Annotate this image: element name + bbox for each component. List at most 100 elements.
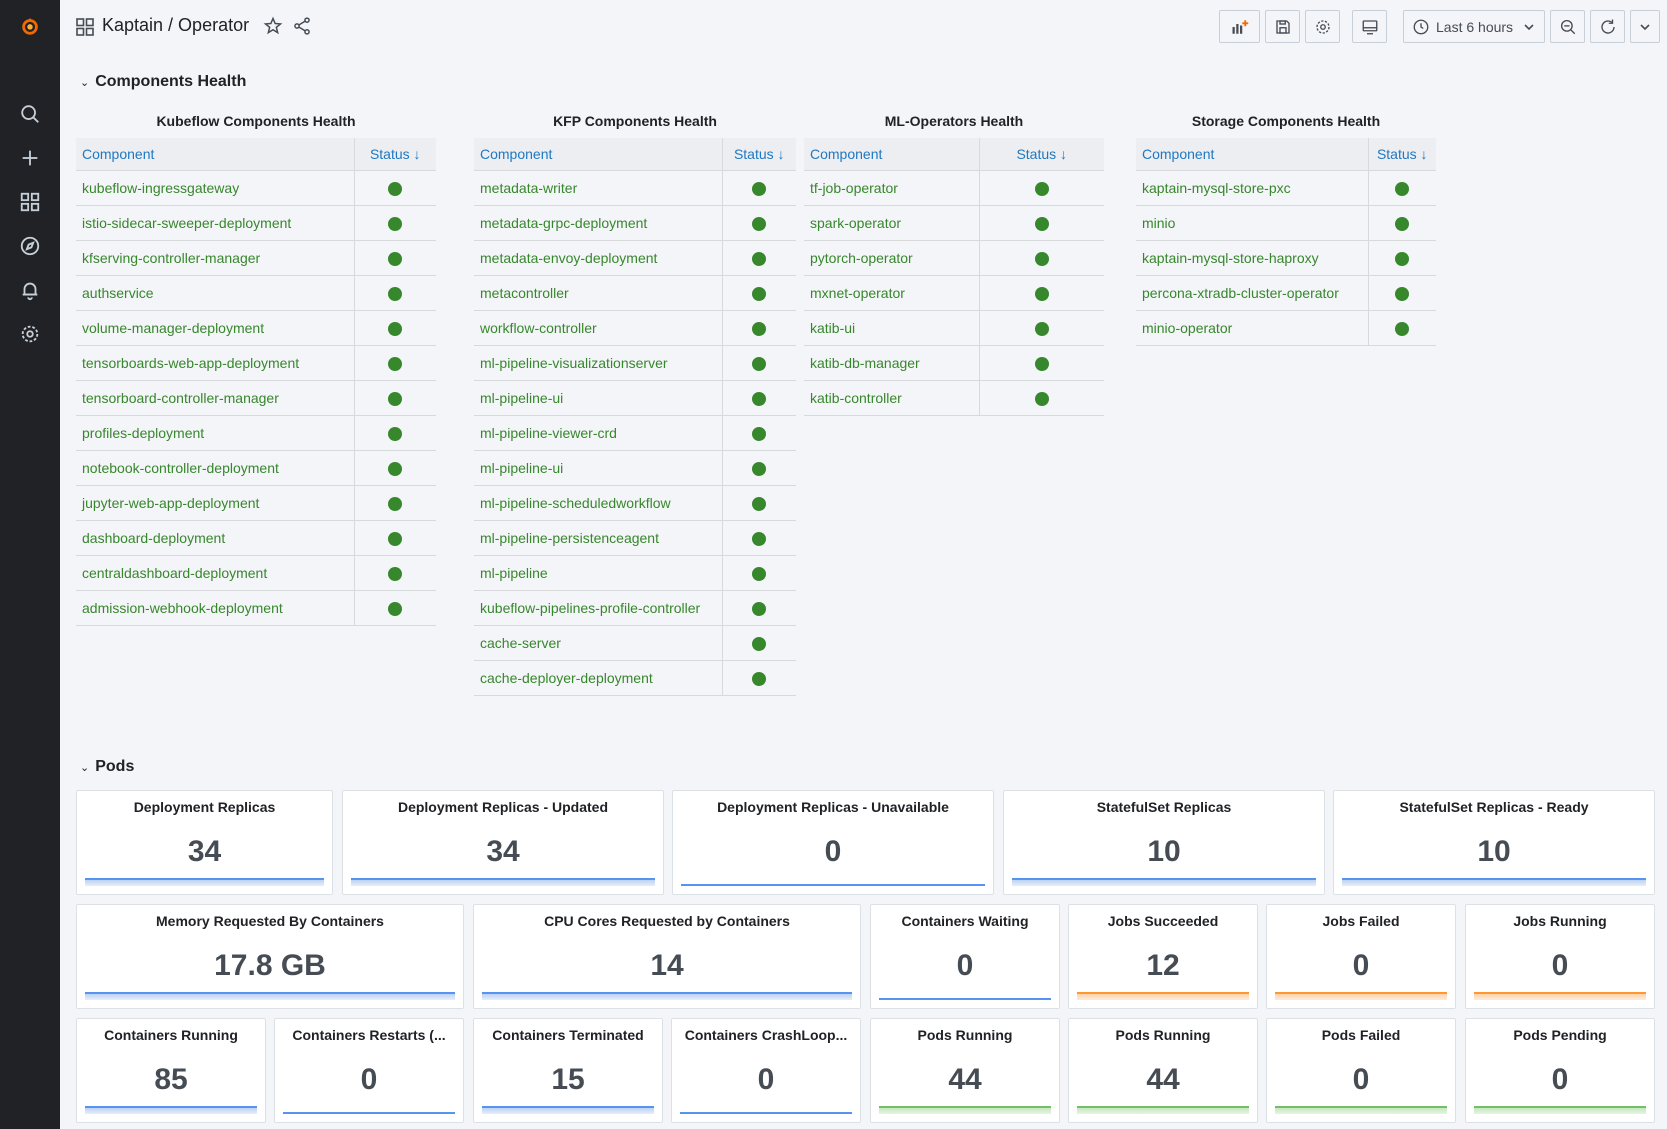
sparkline bbox=[283, 1112, 455, 1114]
zoom-out-button[interactable] bbox=[1550, 10, 1585, 43]
column-header-component[interactable]: Component bbox=[474, 138, 723, 170]
stat-panel[interactable]: Deployment Replicas 34 bbox=[76, 790, 333, 895]
time-range-picker[interactable]: Last 6 hours bbox=[1403, 10, 1545, 43]
status-ok-dot-icon bbox=[1395, 286, 1410, 301]
component-name: metadata-writer bbox=[474, 169, 723, 205]
table-row: notebook-controller-deployment bbox=[76, 449, 436, 485]
component-name: kubeflow-pipelines-profile-controller bbox=[474, 589, 723, 625]
stat-panel[interactable]: Containers Running 85 bbox=[76, 1018, 266, 1123]
stat-panel[interactable]: Pods Pending 0 bbox=[1465, 1018, 1655, 1123]
stat-value: 10 bbox=[1147, 835, 1181, 868]
stat-panel[interactable]: Containers Waiting 0 bbox=[870, 904, 1060, 1009]
stat-panel[interactable]: StatefulSet Replicas 10 bbox=[1003, 790, 1325, 895]
status-ok-dot-icon bbox=[752, 636, 767, 651]
column-header-status[interactable]: Status ↓ bbox=[979, 138, 1104, 170]
stat-panel[interactable]: Jobs Running 0 bbox=[1465, 904, 1655, 1009]
stat-title: Pods Running bbox=[1115, 1027, 1211, 1043]
sparkline bbox=[680, 1112, 852, 1114]
dashboards-icon[interactable] bbox=[0, 182, 60, 222]
column-header-component[interactable]: Component bbox=[76, 138, 355, 170]
sparkline bbox=[351, 878, 655, 886]
stat-panel[interactable]: CPU Cores Requested by Containers 14 bbox=[473, 904, 861, 1009]
star-icon[interactable] bbox=[263, 16, 283, 36]
stat-title: Pods Pending bbox=[1513, 1027, 1607, 1043]
search-icon[interactable] bbox=[0, 94, 60, 134]
stat-value: 34 bbox=[187, 835, 222, 868]
column-header-status[interactable]: Status ↓ bbox=[1368, 138, 1436, 170]
add-panel-button[interactable] bbox=[1219, 10, 1260, 43]
clock-icon bbox=[1413, 19, 1429, 34]
refresh-interval-dropdown[interactable] bbox=[1630, 10, 1660, 43]
table-row: jupyter-web-app-deployment bbox=[76, 484, 436, 520]
component-name: admission-webhook-deployment bbox=[76, 589, 355, 626]
table-row: metacontroller bbox=[474, 274, 796, 310]
table-row: profiles-deployment bbox=[76, 414, 436, 450]
stat-panel[interactable]: Containers CrashLoop... 0 bbox=[671, 1018, 861, 1123]
tv-mode-button[interactable] bbox=[1352, 10, 1387, 43]
table-row: dashboard-deployment bbox=[76, 519, 436, 555]
status-ok-dot-icon bbox=[388, 391, 403, 406]
table-row: ml-pipeline-viewer-crd bbox=[474, 414, 796, 450]
gear-icon bbox=[1315, 19, 1330, 34]
breadcrumb[interactable]: Kaptain / Operator bbox=[102, 15, 250, 35]
component-name: katib-db-manager bbox=[804, 344, 980, 380]
column-header-status[interactable]: Status ↓ bbox=[722, 138, 796, 170]
row-components-health[interactable]: ⌄ Components Health bbox=[80, 73, 246, 91]
stat-panel[interactable]: Jobs Succeeded 12 bbox=[1068, 904, 1258, 1009]
grafana-logo-icon[interactable] bbox=[0, 6, 60, 46]
sparkline bbox=[1012, 878, 1316, 886]
stat-panel[interactable]: StatefulSet Replicas - Ready 10 bbox=[1333, 790, 1655, 895]
status-ok-dot-icon bbox=[752, 286, 767, 301]
stat-title: Pods Running bbox=[917, 1027, 1013, 1043]
status-ok-dot-icon bbox=[1034, 216, 1049, 231]
stat-panel[interactable]: Memory Requested By Containers 17.8 GB bbox=[76, 904, 464, 1009]
dashboard-settings-button[interactable] bbox=[1305, 10, 1340, 43]
stat-panel[interactable]: Pods Running 44 bbox=[1068, 1018, 1258, 1123]
table-row: kaptain-mysql-store-pxc bbox=[1136, 169, 1436, 205]
stat-value: 44 bbox=[1146, 1063, 1180, 1096]
row-pods[interactable]: ⌄ Pods bbox=[80, 758, 134, 776]
chevron-down-icon: ⌄ bbox=[80, 76, 90, 89]
stat-panel[interactable]: Containers Restarts (... 0 bbox=[274, 1018, 464, 1123]
status-ok-dot-icon bbox=[752, 566, 767, 581]
share-icon[interactable] bbox=[292, 16, 312, 36]
status-ok-dot-icon bbox=[1034, 356, 1049, 371]
stat-value: 0 bbox=[824, 835, 842, 868]
component-name: workflow-controller bbox=[474, 309, 723, 345]
stat-title: Containers Running bbox=[104, 1027, 238, 1043]
stat-panel[interactable]: Deployment Replicas - Updated 34 bbox=[342, 790, 664, 895]
top-navbar: Kaptain / Operator Last 6 hours bbox=[60, 0, 1667, 54]
panel-title: KFP Components Health bbox=[553, 113, 717, 129]
stat-panel[interactable]: Deployment Replicas - Unavailable 0 bbox=[672, 790, 994, 895]
explore-icon[interactable] bbox=[0, 226, 60, 266]
sparkline bbox=[1275, 992, 1447, 1000]
sparkline bbox=[1474, 1106, 1646, 1114]
status-ok-dot-icon bbox=[752, 496, 767, 511]
monitor-icon bbox=[1362, 19, 1377, 34]
stat-title: StatefulSet Replicas - Ready bbox=[1399, 799, 1589, 815]
stat-title: Containers CrashLoop... bbox=[684, 1027, 848, 1043]
refresh-button[interactable] bbox=[1590, 10, 1625, 43]
alerting-bell-icon[interactable] bbox=[0, 270, 60, 310]
stat-panel[interactable]: Jobs Failed 0 bbox=[1266, 904, 1456, 1009]
component-name: tf-job-operator bbox=[804, 169, 980, 205]
stat-panel[interactable]: Pods Failed 0 bbox=[1266, 1018, 1456, 1123]
component-name: notebook-controller-deployment bbox=[76, 449, 355, 485]
configuration-gear-icon[interactable] bbox=[0, 314, 60, 354]
status-ok-dot-icon bbox=[752, 426, 767, 441]
save-dashboard-button[interactable] bbox=[1265, 10, 1300, 43]
plus-icon[interactable] bbox=[0, 138, 60, 178]
stat-panel[interactable]: Containers Terminated 15 bbox=[473, 1018, 663, 1123]
table-row: istio-sidecar-sweeper-deployment bbox=[76, 204, 436, 240]
table-row: katib-controller bbox=[804, 379, 1104, 416]
table-row: metadata-writer bbox=[474, 169, 796, 205]
status-ok-dot-icon bbox=[1034, 251, 1049, 266]
component-name: spark-operator bbox=[804, 204, 980, 240]
stat-value: 17.8 GB bbox=[214, 949, 326, 982]
column-header-component[interactable]: Component bbox=[1136, 138, 1369, 170]
table-row: ml-pipeline-persistenceagent bbox=[474, 519, 796, 555]
component-name: tensorboards-web-app-deployment bbox=[76, 344, 355, 380]
column-header-status[interactable]: Status ↓ bbox=[354, 138, 436, 170]
stat-panel[interactable]: Pods Running 44 bbox=[870, 1018, 1060, 1123]
column-header-component[interactable]: Component bbox=[804, 138, 980, 170]
